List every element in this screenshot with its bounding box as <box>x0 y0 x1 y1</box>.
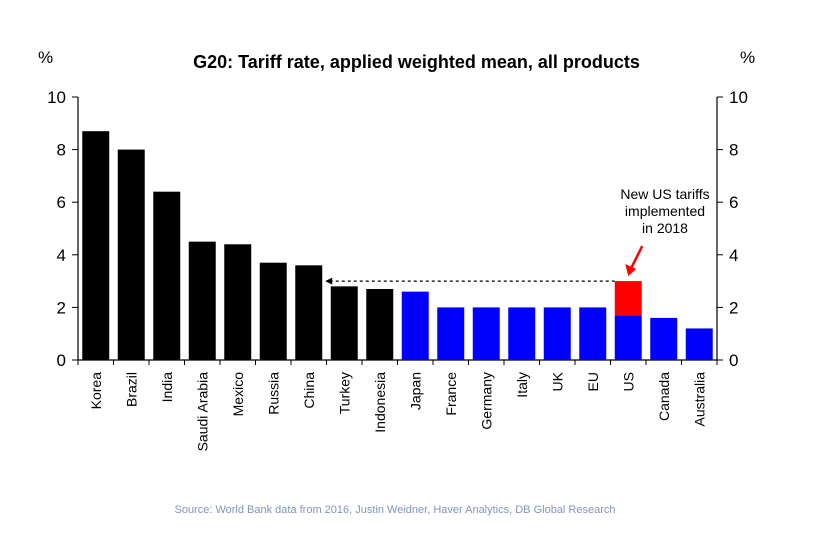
bar-brazil <box>117 149 145 360</box>
annotation-line-1: New US tariffs <box>620 186 710 202</box>
bar-canada <box>650 317 678 360</box>
x-tick-label: Turkey <box>336 372 352 414</box>
x-tick-label: Japan <box>407 372 423 410</box>
bar-us <box>614 315 642 360</box>
x-tick-label: France <box>443 372 459 416</box>
bar-india <box>153 191 181 360</box>
x-tick-label: Russia <box>265 372 281 415</box>
y-tick-label-left: 4 <box>57 246 66 265</box>
x-tick-label: Germany <box>478 372 494 430</box>
reference-arrowhead <box>325 277 333 285</box>
x-tick-label: EU <box>585 372 601 391</box>
bar-eu <box>579 307 607 360</box>
y-tick-label-right: 8 <box>729 141 738 160</box>
bar-australia <box>685 328 713 360</box>
right-axis-unit: % <box>740 48 756 67</box>
x-tick-label: UK <box>549 371 565 391</box>
annotation-arrow-line <box>630 245 644 269</box>
y-tick-label-left: 0 <box>57 351 66 370</box>
annotation-line-3: in 2018 <box>642 220 688 236</box>
bar-korea <box>82 131 110 360</box>
us-tariff-annotation: New US tariffs implemented in 2018 <box>600 186 730 237</box>
x-tick-label: Korea <box>88 372 104 410</box>
x-tick-label: Mexico <box>230 372 246 417</box>
bar-russia <box>259 262 287 360</box>
left-axis-unit: % <box>38 48 54 67</box>
y-tick-label-left: 10 <box>47 88 66 107</box>
y-tick-label-left: 8 <box>57 141 66 160</box>
x-tick-label: China <box>301 372 317 409</box>
source-note: Source: World Bank data from 2016, Justi… <box>174 504 616 516</box>
bar-china <box>295 265 323 360</box>
x-tick-label: India <box>159 372 175 403</box>
x-tick-label: Indonesia <box>372 372 388 433</box>
y-tick-label-right: 10 <box>729 88 748 107</box>
bar-japan <box>401 291 429 360</box>
y-tick-label-right: 0 <box>729 351 738 370</box>
x-tick-label: Canada <box>656 372 672 421</box>
annotation-arrowhead <box>625 264 637 276</box>
x-tick-label: Brazil <box>123 372 139 407</box>
bar-italy <box>508 307 536 360</box>
y-tick-label-left: 2 <box>57 298 66 317</box>
bar-uk <box>543 307 571 360</box>
chart-title: G20: Tariff rate, applied weighted mean,… <box>193 52 640 72</box>
bar-saudi-arabia <box>188 241 216 360</box>
x-tick-label: Saudi Arabia <box>194 372 210 452</box>
annotation-line-2: implemented <box>624 203 706 219</box>
bar-turkey <box>330 286 358 360</box>
x-tick-label: Australia <box>691 372 707 427</box>
bar-france <box>437 307 465 360</box>
bar-germany <box>472 307 500 360</box>
y-tick-label-right: 6 <box>729 193 738 212</box>
bar-indonesia <box>366 288 394 360</box>
x-tick-label: Italy <box>514 372 530 398</box>
bar-mexico <box>224 244 252 360</box>
y-tick-label-right: 2 <box>729 298 738 317</box>
bar-us-new-tariffs <box>614 281 642 316</box>
y-tick-label-left: 6 <box>57 193 66 212</box>
x-tick-label: US <box>620 372 636 391</box>
y-tick-label-right: 4 <box>729 246 738 265</box>
